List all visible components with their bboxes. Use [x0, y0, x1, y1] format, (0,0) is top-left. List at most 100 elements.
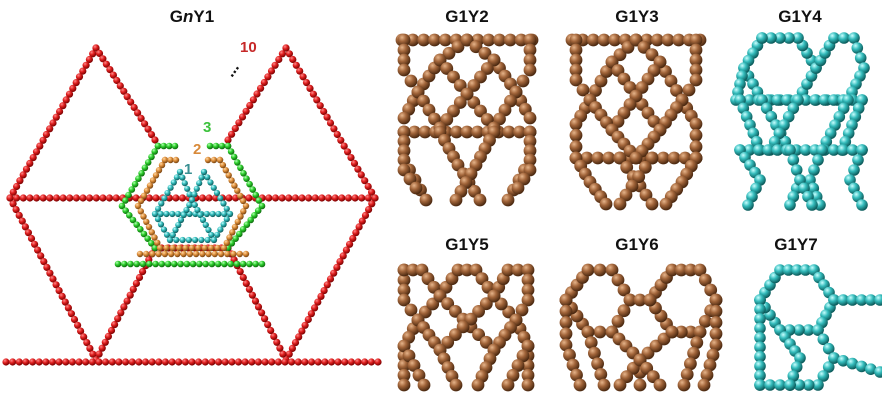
bead-generation-10 [282, 44, 290, 52]
bead-generation-2 [169, 244, 176, 252]
bead-generation-10 [62, 358, 70, 366]
bead-generation-10 [74, 321, 82, 329]
bead-g1y7 [787, 370, 800, 382]
bead-g1y5 [404, 303, 418, 317]
bead-generation-2 [237, 192, 244, 199]
bead-g1y7 [774, 264, 786, 276]
bead-generation-10 [79, 194, 87, 202]
bead-g1y5 [464, 312, 478, 326]
bead-g1y5 [397, 273, 411, 287]
bead-g1y2 [397, 33, 411, 47]
bead-generation-10 [39, 194, 47, 202]
bead-g1y7 [784, 379, 796, 391]
bead-generation-2 [234, 218, 241, 225]
bead-generation-2 [229, 229, 236, 236]
bead-g1y6 [573, 378, 587, 392]
bead-generation-10 [334, 358, 342, 366]
bead-generation-2 [201, 244, 208, 252]
bead-generation-1 [196, 180, 203, 187]
bead-generation-10 [99, 194, 107, 202]
bead-g1y7 [790, 361, 803, 373]
bead-generation-10 [18, 217, 26, 225]
bead-generation-10 [299, 73, 307, 81]
bead-generation-3 [160, 142, 167, 150]
bead-generation-10 [21, 223, 29, 231]
bead-g1y6 [594, 368, 608, 381]
bead-generation-1 [200, 168, 208, 176]
bead-generation-1 [161, 195, 168, 202]
bead-generation-2 [151, 234, 158, 241]
bead-generation-2 [176, 244, 183, 252]
bead-g1y6 [611, 273, 625, 287]
bead-g1y5 [397, 359, 411, 372]
bead-generation-2 [225, 172, 232, 179]
bead-generation-2 [163, 244, 170, 252]
bead-g1y3 [569, 43, 583, 57]
bead-g1y4 [787, 154, 800, 166]
bead-generation-10 [292, 61, 300, 69]
bead-generation-10 [95, 350, 103, 358]
bead-g1y3 [650, 33, 664, 47]
bead-g1y6 [570, 368, 583, 382]
bead-g1y2 [418, 125, 432, 139]
bead-generation-10 [248, 358, 256, 366]
bead-generation-2 [161, 250, 169, 258]
bead-g1y7 [754, 332, 766, 344]
bead-g1y6 [709, 293, 723, 307]
bead-generation-3 [252, 191, 260, 199]
bead-generation-10 [253, 90, 261, 98]
bead-g1y4 [852, 154, 864, 166]
bead-generation-10 [148, 358, 156, 366]
bead-generation-1 [160, 226, 168, 233]
bead-g1y7 [837, 294, 849, 306]
generation-label-10: 10 [240, 39, 257, 56]
bead-generation-10 [178, 194, 187, 202]
bead-generation-2 [208, 244, 215, 252]
bead-g1y6 [613, 378, 627, 392]
bead-generation-1 [213, 189, 221, 197]
bead-g1y3 [629, 151, 643, 165]
bead-generation-1 [163, 210, 170, 218]
bead-generation-10 [291, 194, 299, 202]
bead-generation-10 [86, 194, 94, 202]
bead-generation-1 [163, 231, 171, 238]
bead-generation-10 [295, 333, 303, 341]
bead-g1y6 [559, 293, 573, 307]
bead-generation-1 [175, 221, 182, 229]
bead-g1y2 [523, 163, 537, 177]
bead-generation-10 [66, 194, 74, 202]
bead-g1y5 [406, 263, 420, 277]
bead-generation-3 [171, 142, 179, 150]
bead-g1y4 [762, 144, 774, 156]
bead-g1y5 [397, 378, 411, 392]
bead-g1y4 [799, 144, 812, 156]
bead-g1y4 [742, 199, 754, 211]
bead-generation-10 [358, 194, 366, 202]
bead-generation-10 [106, 66, 114, 74]
bead-g1y3 [599, 197, 613, 211]
bead-generation-2 [204, 156, 212, 164]
bead-g1y6 [559, 304, 573, 318]
bead-generation-10 [75, 358, 83, 366]
bead-generation-10 [28, 358, 37, 366]
bead-g1y6 [588, 346, 601, 360]
bead-generation-10 [355, 223, 363, 231]
bead-g1y2 [403, 172, 417, 186]
bead-generation-10 [265, 194, 273, 202]
bead-g1y6 [706, 348, 720, 362]
bead-generation-10 [198, 194, 207, 202]
bead-generation-2 [182, 244, 189, 252]
bead-generation-3 [122, 197, 129, 204]
bead-generation-10 [285, 194, 293, 202]
bead-generation-10 [88, 358, 96, 366]
bead-generation-3 [218, 142, 226, 150]
bead-generation-10 [43, 263, 51, 271]
bead-g1y4 [828, 94, 840, 106]
bead-g1y6 [677, 378, 691, 392]
bead-g1y4 [851, 42, 864, 54]
bead-generation-3 [206, 142, 214, 150]
bead-generation-10 [175, 358, 183, 366]
bead-generation-10 [260, 78, 268, 87]
bead-g1y2 [471, 125, 484, 139]
bead-generation-10 [99, 55, 107, 63]
